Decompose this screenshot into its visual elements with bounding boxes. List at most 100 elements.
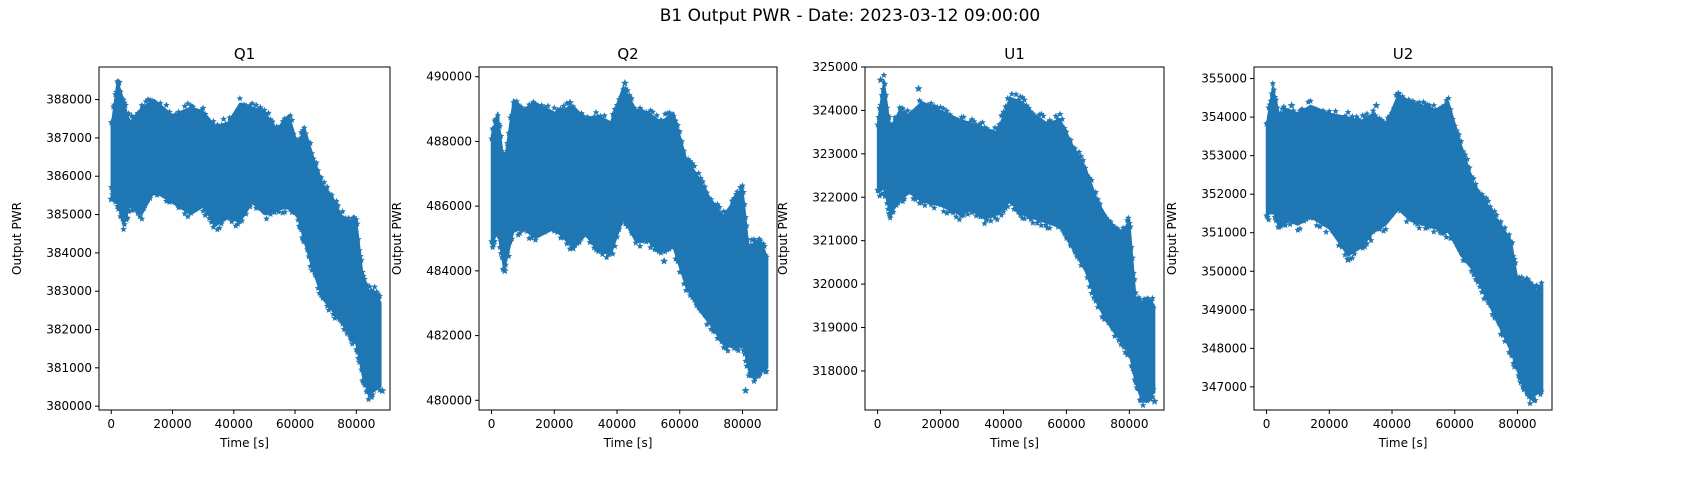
data-point	[1139, 401, 1147, 409]
data-point	[914, 104, 921, 111]
data-point	[544, 102, 552, 109]
data-point	[368, 393, 375, 401]
data-point	[1441, 105, 1448, 112]
data-point	[1092, 297, 1100, 304]
data-point	[130, 115, 137, 122]
data-point	[1077, 261, 1085, 269]
data-point	[349, 218, 357, 225]
x-tick-label: 80000	[337, 417, 375, 431]
data-point	[1150, 397, 1159, 405]
data-point	[118, 211, 125, 218]
data-point	[1082, 263, 1089, 270]
data-point	[1495, 218, 1502, 226]
data-point	[1269, 80, 1277, 87]
data-point	[308, 266, 316, 274]
y-tick-label: 482000	[426, 329, 472, 343]
data-point	[358, 366, 365, 373]
data-point	[132, 112, 140, 119]
data-point	[1298, 105, 1306, 112]
data-point	[1428, 223, 1436, 230]
data-point	[1528, 281, 1536, 289]
data-point	[1372, 111, 1379, 119]
data-point	[541, 104, 549, 111]
data-point	[491, 237, 498, 245]
data-point	[1029, 219, 1037, 226]
data-point	[1035, 111, 1043, 118]
data-point	[304, 246, 311, 253]
x-axis-label: Time [s]	[219, 436, 269, 450]
data-point	[1052, 112, 1060, 119]
data-point	[1499, 331, 1507, 339]
data-point	[1430, 228, 1438, 235]
data-point	[1313, 222, 1321, 229]
data-point	[347, 336, 355, 343]
data-point	[620, 213, 627, 220]
data-point	[1322, 111, 1330, 118]
data-point	[1515, 371, 1522, 379]
data-point	[1139, 300, 1147, 307]
data-point	[740, 188, 747, 196]
data-point	[1275, 223, 1283, 230]
data-point	[513, 223, 520, 231]
data-point	[297, 128, 305, 136]
data-point	[670, 112, 677, 119]
chart-panel-u2: 0 20000 40000 60000 80000 347000 348000 349000 3…	[1165, 45, 1553, 450]
data-point	[1361, 243, 1369, 250]
data-point	[538, 101, 546, 109]
data-point	[184, 100, 192, 107]
data-point	[1117, 230, 1125, 237]
data-point	[909, 108, 917, 115]
data-point	[699, 307, 707, 314]
data-point	[313, 272, 320, 279]
data-point	[1002, 204, 1009, 211]
data-point	[1071, 248, 1079, 255]
data-point	[1096, 301, 1104, 309]
data-point	[1265, 104, 1272, 111]
data-point	[1449, 115, 1456, 122]
data-point	[1107, 319, 1114, 326]
axes-frame	[98, 66, 391, 411]
data-point	[378, 386, 387, 395]
data-point	[314, 167, 322, 174]
chart-title: U1	[1004, 45, 1025, 63]
data-point	[1470, 271, 1477, 278]
chart-title: Q2	[617, 45, 638, 63]
data-point	[691, 162, 698, 169]
y-tick-label: 353000	[1201, 149, 1247, 163]
data-point	[255, 106, 262, 113]
data-point	[1538, 388, 1545, 395]
data-point	[749, 372, 757, 379]
data-point	[580, 112, 587, 120]
data-point	[222, 214, 229, 221]
data-point	[1411, 219, 1419, 226]
data-point	[252, 204, 260, 212]
data-point	[547, 111, 555, 118]
data-point	[912, 196, 919, 203]
data-point	[937, 201, 944, 208]
data-point	[210, 223, 217, 230]
data-point	[751, 241, 759, 248]
data-point	[761, 242, 768, 249]
data-point	[359, 268, 366, 275]
data-point	[634, 237, 642, 245]
data-point	[728, 341, 736, 348]
data-point	[1319, 220, 1327, 227]
data-point	[122, 215, 129, 222]
data-point	[718, 338, 725, 345]
data-point	[1131, 276, 1138, 283]
data-point	[357, 252, 364, 260]
data-point	[707, 196, 715, 203]
data-point	[160, 189, 167, 196]
data-point	[712, 328, 719, 335]
data-point	[645, 110, 652, 117]
data-point	[1332, 107, 1339, 115]
data-point	[1326, 107, 1333, 115]
data-point	[203, 210, 211, 217]
data-point	[1436, 107, 1444, 115]
data-point	[1515, 280, 1522, 288]
data-point	[878, 91, 886, 99]
data-point	[1122, 223, 1130, 231]
data-point	[876, 192, 883, 199]
data-point	[1329, 227, 1336, 234]
data-point	[1508, 239, 1516, 246]
